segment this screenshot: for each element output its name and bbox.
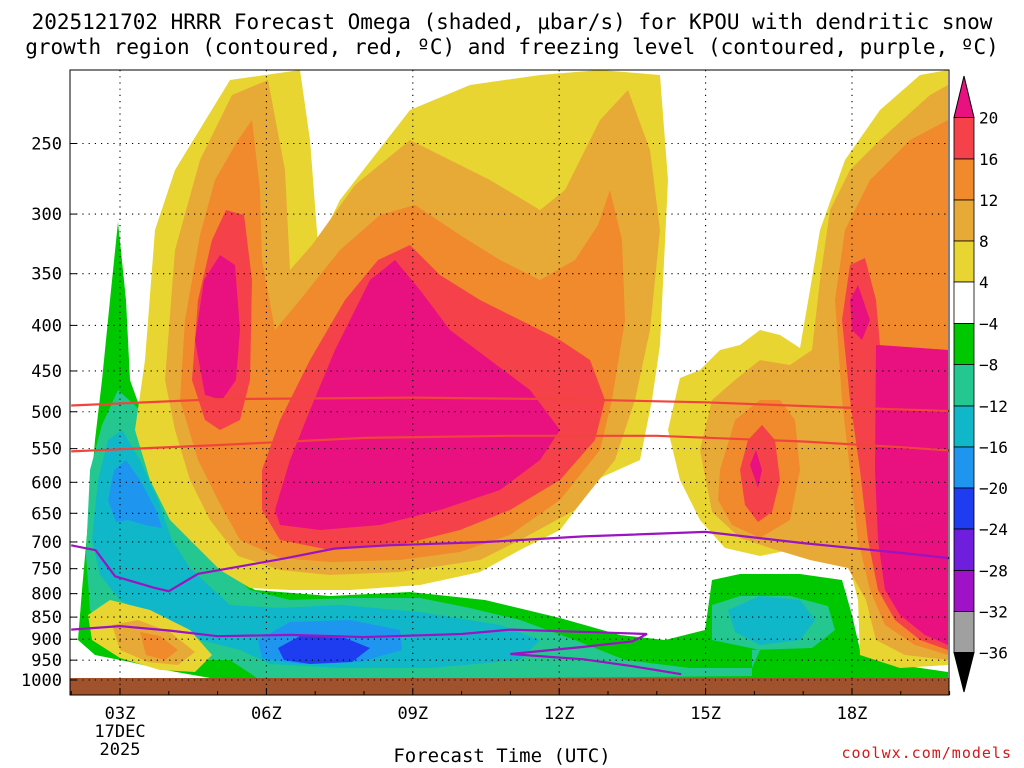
colorbar-label-11: −28 [979,562,1008,581]
x-tick-label-12Z: 12Z [544,704,575,724]
y-tick-label-750: 750 [31,560,62,580]
y-tick-label-700: 700 [31,533,62,553]
colorbar-label-3: 8 [979,232,989,251]
x-tick-label-15Z: 15Z [690,704,721,724]
chart-title-line-2: growth region (contoured, red, ºC) and f… [25,35,999,59]
y-tick-label-650: 650 [31,504,62,524]
colorbar-bin-5 [953,281,975,324]
omega-fill-minus8 [86,390,835,680]
colorbar-bin-9 [953,446,975,489]
y-tick-label-1000: 1000 [21,671,62,691]
colorbar-bin-11 [953,528,975,571]
colorbar-bin-7 [953,364,975,407]
ground-surface [70,678,949,695]
omega-fill-plus20-a [195,255,240,400]
colorbar-label-6: −8 [979,356,998,375]
omega-fill-minus20 [278,636,370,664]
dgz-contour-upper [71,396,949,413]
colorbar-label-7: −12 [979,397,1008,416]
x-tick-label-03Z: 03Z [105,704,136,724]
y-axis: 2503003504004505005506006507007508008509… [21,135,77,691]
y-tick-label-350: 350 [31,265,62,285]
omega-shading [78,70,948,695]
y-tick-label-450: 450 [31,362,62,382]
colorbar-bin-12 [953,570,975,612]
colorbar-bin-13 [953,611,975,653]
dgz-contour-lower [71,434,949,453]
omega-fill-plus20-b [275,260,560,530]
colorbar-label-0: 20 [979,109,998,128]
plot-frame [69,69,950,696]
y-tick-label-950: 950 [31,651,62,671]
omega-fill-plus12-blob [140,632,178,660]
colorbar-label-4: 4 [979,273,989,292]
colorbar-bin-4 [953,240,975,283]
colorbar-bin-14 [953,652,975,693]
omega-fill-plus20-c [750,450,762,488]
y-tick-label-550: 550 [31,440,62,460]
colorbar-label-13: −36 [979,644,1008,663]
colorbar-bin-6 [953,323,975,365]
colorbar-label-10: −24 [979,520,1008,539]
colorbar-bin-8 [953,405,975,448]
gridlines [70,70,949,695]
colorbar-label-9: −20 [979,479,1008,498]
x-year-label: 2025 [100,740,141,760]
x-tick-label-06Z: 06Z [251,704,282,724]
x-tick-label-18Z: 18Z [837,704,868,724]
contour-lines [70,396,949,676]
omega-fill-minus16 [108,460,162,528]
colorbar: 20 16 12 8 4 −4 −8 −12 −16 −20 −24 −28 −32 −36 [953,75,1008,693]
y-tick-label-850: 850 [31,608,62,628]
x-axis-title: Forecast Time (UTC) [393,745,611,767]
y-tick-label-900: 900 [31,630,62,650]
y-tick-label-500: 500 [31,403,62,423]
colorbar-label-1: 16 [979,150,998,169]
colorbar-label-8: −16 [979,438,1008,457]
omega-fill-minus4 [78,222,948,695]
x-tick-label-09Z: 09Z [397,704,428,724]
omega-fill-minus12 [92,430,540,668]
freezing-level-contour [70,530,949,593]
colorbar-bin-1 [953,117,975,160]
colorbar-label-12: −32 [979,603,1008,622]
y-tick-label-800: 800 [31,585,62,605]
freezing-level-contour-low [71,624,682,676]
colorbar-bin-10 [953,487,975,530]
y-tick-label-600: 600 [31,473,62,493]
colorbar-label-5: −4 [979,315,998,334]
colorbar-label-2: 12 [979,191,998,210]
y-tick-label-300: 300 [31,205,62,225]
chart-title-line-1: 2025121702 HRRR Forecast Omega (shaded, … [31,10,993,34]
y-tick-label-400: 400 [31,316,62,336]
omega-fill-minus12b [728,596,815,645]
colorbar-bin-3 [953,199,975,242]
omega-fill-plus20-d [850,285,870,340]
x-date-label: 17DEC [94,722,145,742]
omega-fill-plus20-e [875,345,948,645]
colorbar-bin-2 [953,158,975,201]
y-tick-label-250: 250 [31,135,62,155]
colorbar-bin-0 [953,75,975,118]
credit-link[interactable]: coolwx.com/models [841,744,1012,762]
